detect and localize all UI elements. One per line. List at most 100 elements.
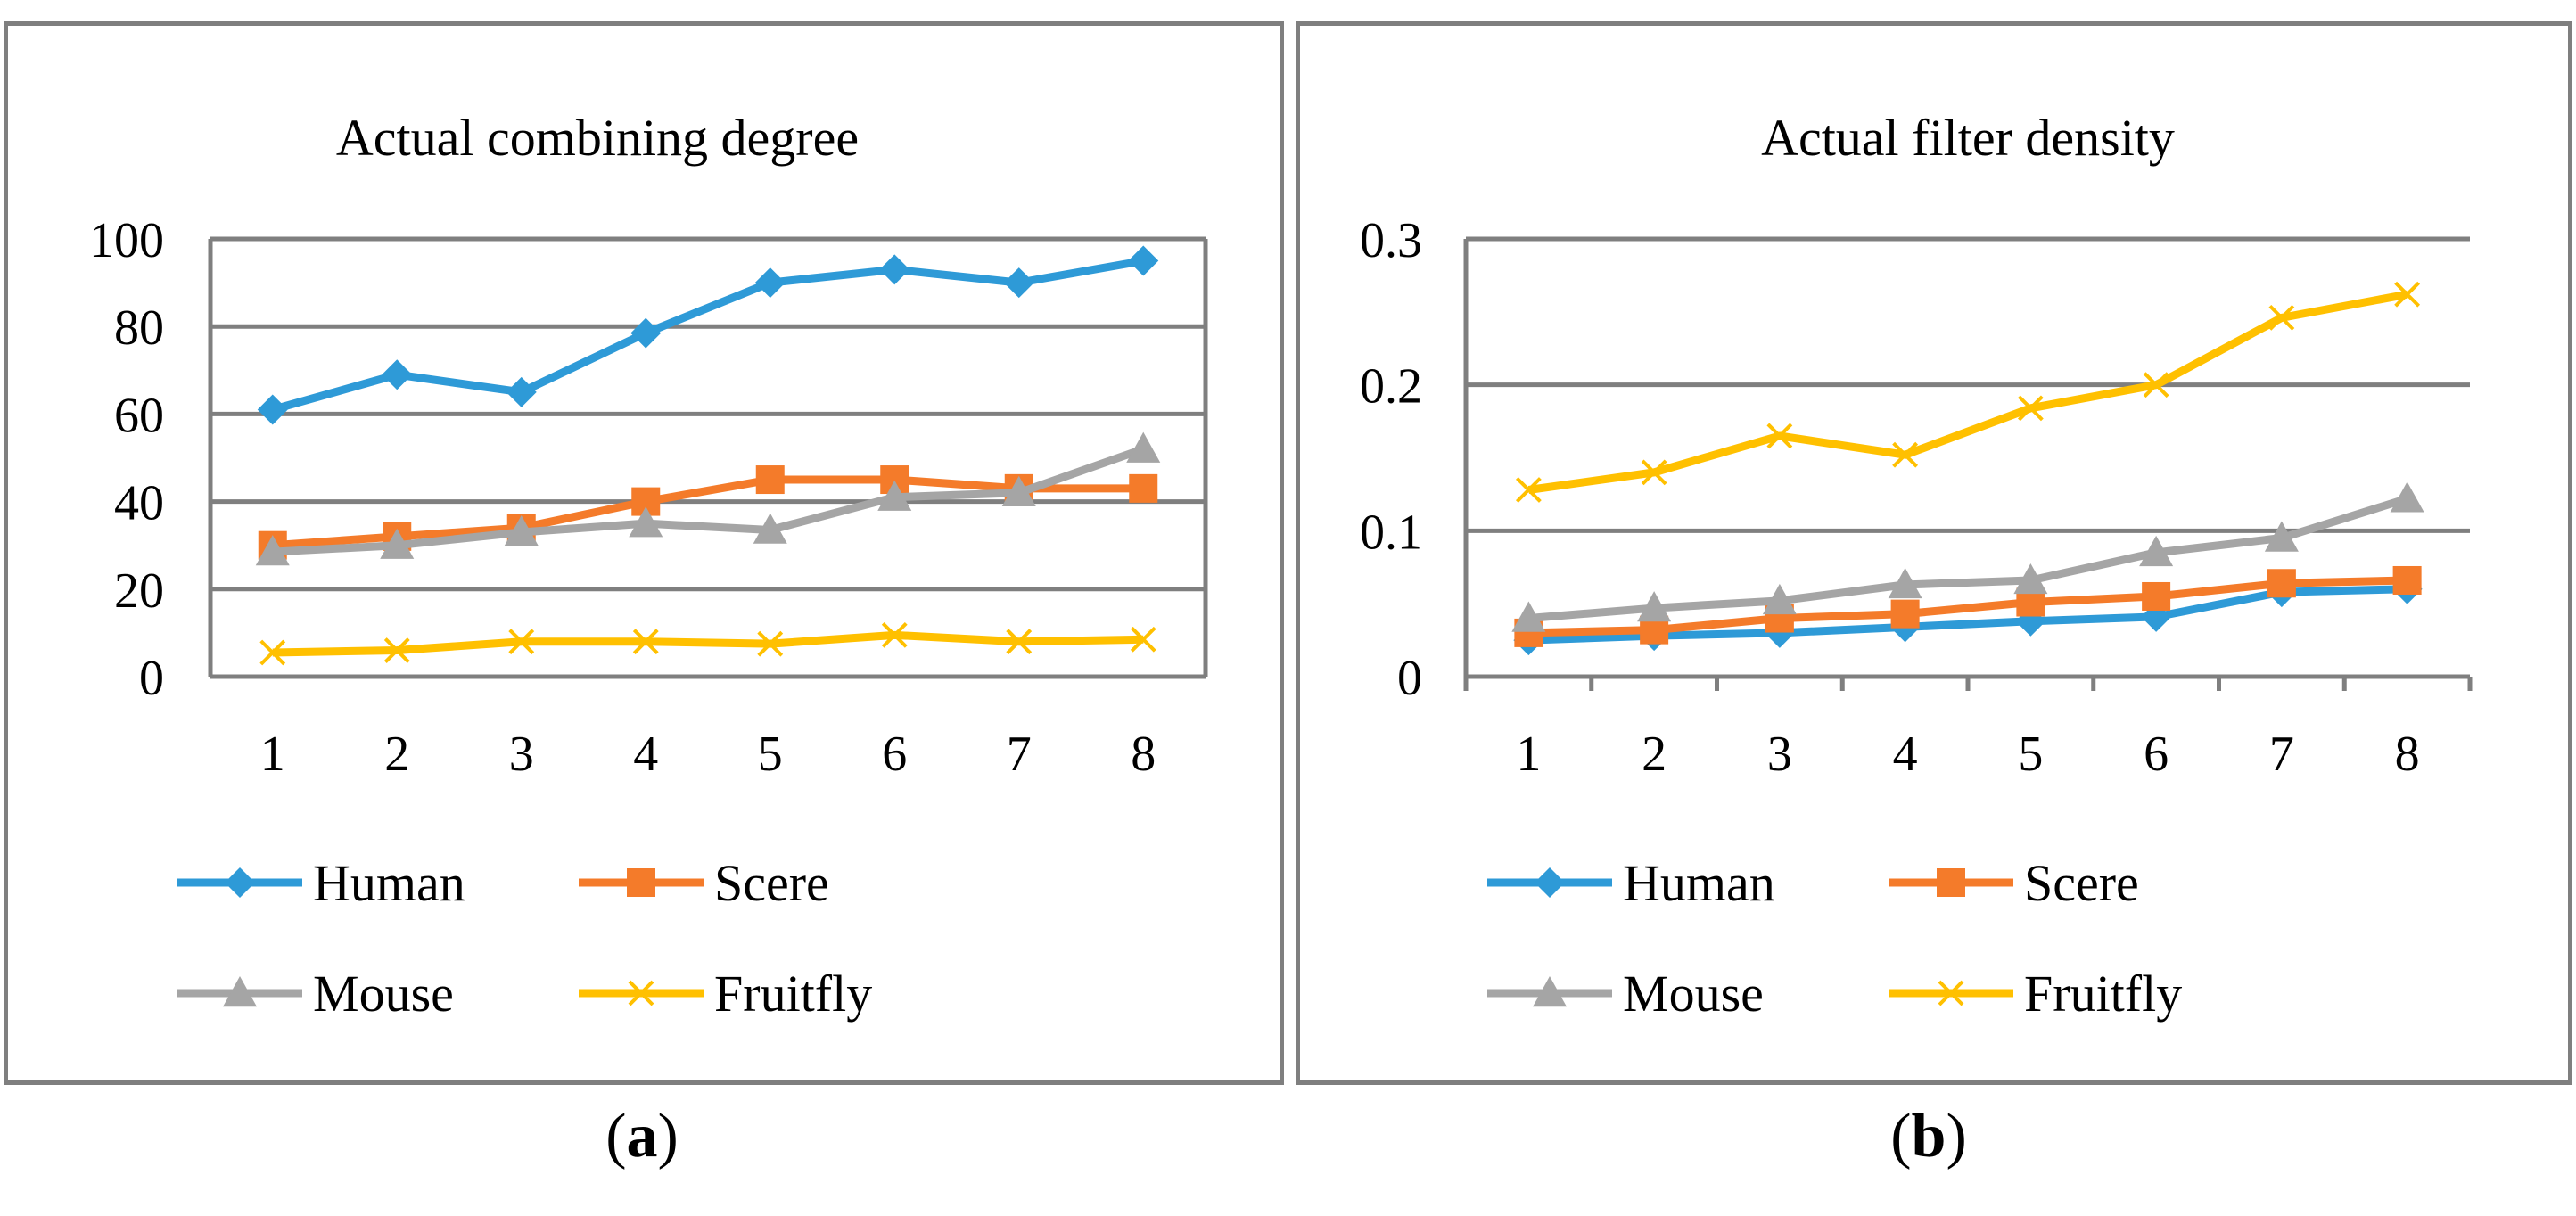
chart-b-xtick-label: 7 <box>2269 727 2294 782</box>
chart-a-point-human <box>630 317 662 349</box>
chart-b-ytick-label: 0.2 <box>1360 359 1422 415</box>
chart-a-point-mouse <box>380 528 415 559</box>
chart-a-point-human <box>382 359 413 390</box>
chart-b-xtick-label: 5 <box>2018 727 2043 782</box>
chart-a-point-scere <box>1129 473 1158 503</box>
chart-b-point-mouse <box>1888 567 1922 599</box>
chart-b: Actual filter density 0 0.1 0.2 0.3 1 2 3 4 5 6 7 8 H… <box>1360 109 2473 1023</box>
chart-b-xtick-label: 3 <box>1767 727 1792 782</box>
caption-b-open: ( <box>1890 1102 1912 1171</box>
chart-a-legend-label-scere: Scere <box>714 854 829 912</box>
chart-b-legend-label-fruitfly: Fruitfly <box>2024 965 2182 1023</box>
chart-b-point-fruitfly <box>2394 281 2421 308</box>
chart-a-point-human <box>1128 245 1159 276</box>
chart-b-point-scere <box>2267 569 2296 598</box>
chart-b-point-fruitfly <box>1515 477 1542 503</box>
chart-a-point-human <box>257 394 288 425</box>
chart-a-point-fruitfly <box>757 630 784 657</box>
caption-b-close: ) <box>1946 1102 1967 1171</box>
chart-a-point-fruitfly <box>383 637 410 663</box>
chart-a-point-mouse <box>629 506 663 538</box>
chart-b-xtick-label: 1 <box>1516 727 1541 782</box>
chart-a-point-mouse <box>1126 431 1161 463</box>
chart-a-legend-label-fruitfly: Fruitfly <box>714 965 872 1023</box>
chart-a-point-mouse <box>1001 475 1036 506</box>
chart-b-legend-marker-scere <box>1937 868 1965 897</box>
chart-b-point-mouse <box>2390 481 2424 513</box>
chart-a-legend-marker-scere <box>627 868 655 897</box>
chart-b-point-fruitfly <box>1766 423 1793 449</box>
chart-b-point-fruitfly <box>2268 304 2295 331</box>
chart-a-point-fruitfly <box>508 629 535 655</box>
chart-a-line-fruitfly <box>272 630 1144 657</box>
chart-b-xtick-label: 6 <box>2144 727 2169 782</box>
chart-a-point-scere <box>755 465 785 495</box>
chart-a-xtick-label: 6 <box>882 727 907 782</box>
chart-b-point-scere <box>1890 599 1920 629</box>
chart-a-ytick-label: 60 <box>114 388 164 443</box>
panel-a-frame <box>4 21 1284 1085</box>
chart-b-point-fruitfly <box>1892 441 1919 468</box>
chart-a-xtick-label: 2 <box>384 727 409 782</box>
chart-a-line-human <box>271 257 1145 414</box>
panel-b-frame <box>1296 21 2572 1085</box>
chart-b-point-fruitfly <box>2143 372 2169 398</box>
chart-b-line-mouse <box>1528 495 2408 623</box>
chart-b-point-mouse <box>2013 563 2048 595</box>
caption-b: (b) <box>1839 1105 2018 1168</box>
chart-a-xtick-label: 1 <box>260 727 285 782</box>
chart-b-ytick-label: 0.3 <box>1360 213 1422 268</box>
chart-b-point-mouse <box>1637 591 1672 622</box>
chart-a-line-scere <box>272 475 1144 550</box>
chart-a-legend-marker-fruitfly <box>628 980 654 1006</box>
chart-b-legend-label-human: Human <box>1623 854 1775 912</box>
chart-b-ytick-label: 0 <box>1397 651 1422 706</box>
chart-b-point-fruitfly <box>2017 395 2044 422</box>
chart-a-ytick-label: 0 <box>139 651 164 706</box>
chart-a-point-mouse <box>753 513 787 544</box>
chart-b-xtick-label: 4 <box>1893 727 1918 782</box>
chart-a-point-fruitfly <box>259 639 286 666</box>
chart-a-point-fruitfly <box>632 629 659 655</box>
chart-a-point-fruitfly <box>881 621 908 648</box>
caption-a-letter: a <box>626 1102 658 1171</box>
chart-a-xtick-label: 7 <box>1007 727 1032 782</box>
chart-b-point-mouse <box>2139 535 2174 567</box>
chart-a-xtick-label: 8 <box>1131 727 1156 782</box>
chart-a-point-mouse <box>255 535 290 566</box>
chart-b-line-human <box>1528 585 2407 645</box>
chart-a: Actual combining degree 0 20 40 60 80 100 1 2 3 4 5… <box>89 109 1208 1023</box>
chart-b-point-mouse <box>1511 601 1546 632</box>
chart-b-legend-marker-fruitfly <box>1938 980 1964 1006</box>
chart-a-point-fruitfly <box>1130 626 1156 653</box>
chart-b-legend-marker-human <box>1535 867 1565 898</box>
chart-a-point-human <box>1003 267 1034 299</box>
chart-a-ytick-label: 100 <box>89 213 164 268</box>
chart-a-xtick-label: 5 <box>758 727 783 782</box>
chart-a-ytick-label: 20 <box>114 563 164 619</box>
chart-b-legend-marker-mouse <box>1533 976 1567 1007</box>
chart-b-point-mouse <box>2264 521 2299 552</box>
chart-b-title: Actual filter density <box>1761 109 2175 167</box>
chart-a-line-mouse <box>272 445 1145 556</box>
chart-a-point-human <box>754 267 786 299</box>
chart-b-point-scere <box>2392 565 2422 595</box>
chart-b-point-scere <box>2142 581 2171 611</box>
chart-a-point-mouse <box>877 480 912 511</box>
chart-b-point-fruitfly <box>1641 459 1667 486</box>
chart-a-point-human <box>506 376 537 407</box>
caption-a-close: ) <box>657 1102 679 1171</box>
chart-a-xtick-label: 4 <box>633 727 658 782</box>
chart-a-ytick-label: 80 <box>114 300 164 356</box>
caption-a-open: ( <box>605 1102 627 1171</box>
chart-b-line-scere <box>1528 576 2407 637</box>
chart-a-legend-marker-human <box>225 867 255 898</box>
chart-b-legend-label-scere: Scere <box>2024 854 2139 912</box>
chart-b-xtick-label: 2 <box>1642 727 1667 782</box>
chart-a-title: Actual combining degree <box>336 109 859 167</box>
chart-b-legend-label-mouse: Mouse <box>1623 965 1764 1023</box>
chart-a-legend-label-mouse: Mouse <box>313 965 454 1023</box>
chart-b-line-fruitfly <box>1527 290 2408 494</box>
caption-a: (a) <box>553 1105 731 1168</box>
chart-a-point-human <box>879 254 910 285</box>
